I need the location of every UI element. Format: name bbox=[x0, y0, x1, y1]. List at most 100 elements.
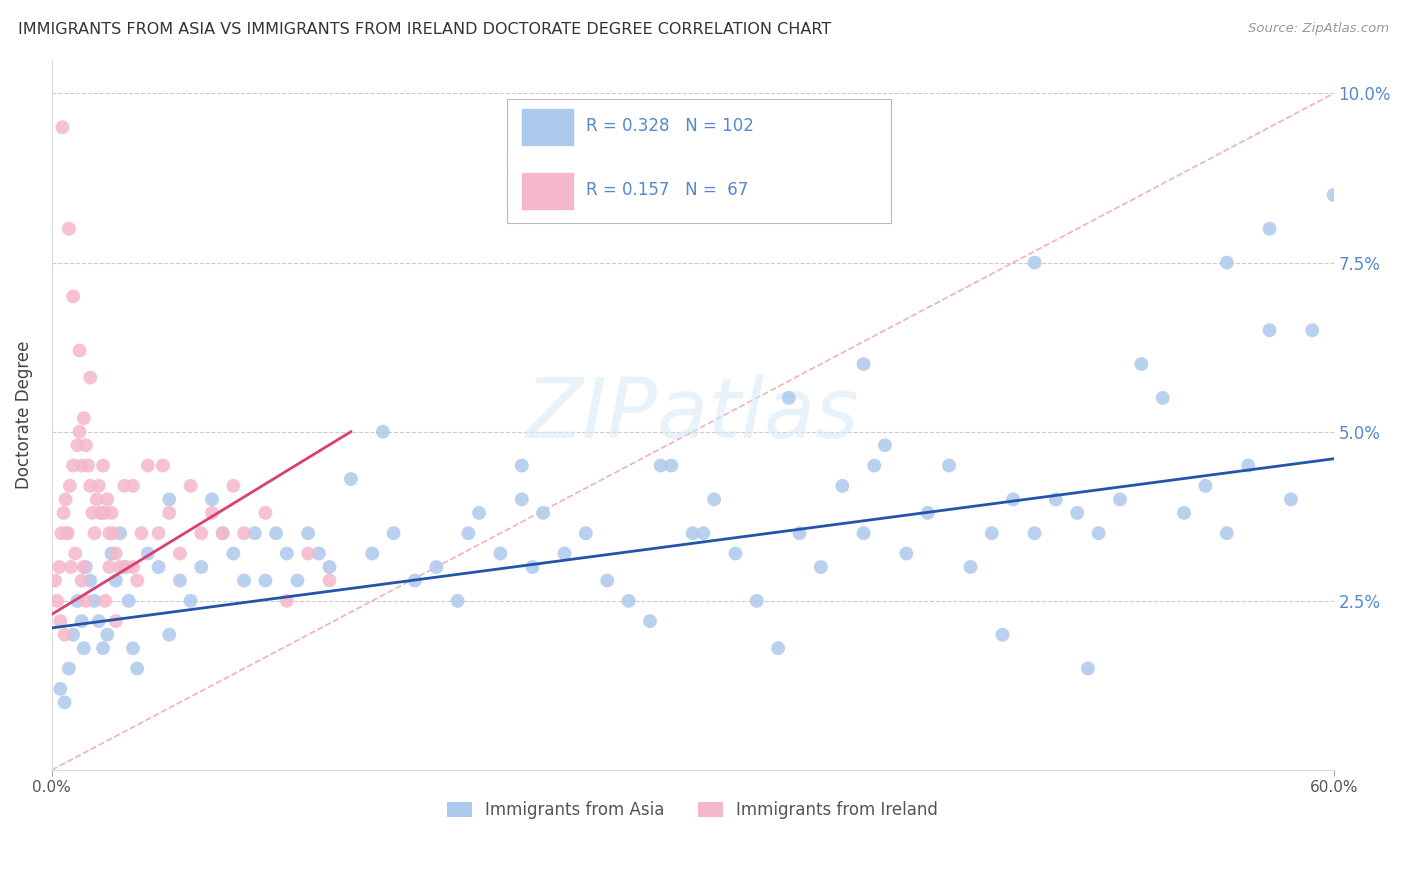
Point bbox=[66, 438, 89, 452]
Point bbox=[425, 560, 447, 574]
Point bbox=[233, 526, 256, 541]
Point bbox=[108, 526, 131, 541]
Point bbox=[136, 458, 159, 473]
Point bbox=[127, 574, 149, 588]
Point bbox=[75, 560, 97, 574]
Point bbox=[104, 574, 127, 588]
Point bbox=[318, 560, 340, 574]
Point bbox=[1152, 391, 1174, 405]
Point bbox=[118, 594, 141, 608]
Point bbox=[90, 506, 112, 520]
Point bbox=[318, 574, 340, 588]
Point bbox=[917, 506, 939, 520]
Point bbox=[596, 574, 619, 588]
Text: R = 0.328   N = 102: R = 0.328 N = 102 bbox=[586, 117, 754, 135]
Point bbox=[489, 547, 512, 561]
Point bbox=[83, 594, 105, 608]
Point bbox=[1173, 506, 1195, 520]
Point bbox=[287, 574, 309, 588]
Point bbox=[778, 391, 800, 405]
Point bbox=[201, 506, 224, 520]
Point bbox=[692, 526, 714, 541]
Text: IMMIGRANTS FROM ASIA VS IMMIGRANTS FROM IRELAND DOCTORATE DEGREE CORRELATION CHA: IMMIGRANTS FROM ASIA VS IMMIGRANTS FROM … bbox=[18, 22, 831, 37]
Point bbox=[82, 506, 104, 520]
Point bbox=[86, 492, 108, 507]
Point bbox=[73, 641, 96, 656]
Point bbox=[254, 506, 277, 520]
Point bbox=[1045, 492, 1067, 507]
Point bbox=[59, 560, 82, 574]
Point bbox=[340, 472, 363, 486]
Point bbox=[44, 574, 66, 588]
Point bbox=[112, 560, 135, 574]
Point bbox=[157, 506, 180, 520]
Point bbox=[1216, 255, 1239, 269]
Point bbox=[94, 594, 117, 608]
Point bbox=[104, 547, 127, 561]
Point bbox=[83, 526, 105, 541]
Point bbox=[1130, 357, 1153, 371]
Point bbox=[575, 526, 598, 541]
Point bbox=[264, 526, 287, 541]
Point bbox=[62, 458, 84, 473]
Point bbox=[104, 614, 127, 628]
Point bbox=[1237, 458, 1260, 473]
Point bbox=[531, 506, 554, 520]
Point bbox=[766, 641, 789, 656]
Point bbox=[152, 458, 174, 473]
Point bbox=[69, 425, 91, 439]
Point bbox=[1194, 479, 1216, 493]
Point bbox=[75, 438, 97, 452]
Point bbox=[896, 547, 918, 561]
Point bbox=[180, 479, 202, 493]
Point bbox=[1301, 323, 1323, 337]
Point bbox=[49, 681, 72, 696]
Point bbox=[1258, 323, 1281, 337]
Point bbox=[70, 458, 93, 473]
Point bbox=[852, 526, 875, 541]
Point bbox=[1087, 526, 1109, 541]
Point bbox=[724, 547, 747, 561]
Point bbox=[1279, 492, 1302, 507]
Point bbox=[56, 526, 79, 541]
Point bbox=[789, 526, 811, 541]
Point bbox=[122, 641, 145, 656]
Point bbox=[103, 526, 125, 541]
Point bbox=[180, 594, 202, 608]
Point bbox=[745, 594, 768, 608]
Point bbox=[100, 547, 122, 561]
Point bbox=[1024, 526, 1046, 541]
Point bbox=[873, 438, 896, 452]
Point bbox=[371, 425, 394, 439]
Point bbox=[233, 574, 256, 588]
Point bbox=[122, 479, 145, 493]
Point bbox=[457, 526, 479, 541]
Point bbox=[522, 560, 544, 574]
Point bbox=[211, 526, 233, 541]
Point bbox=[90, 506, 112, 520]
Point bbox=[211, 526, 233, 541]
Point bbox=[959, 560, 981, 574]
Point bbox=[48, 560, 70, 574]
Point bbox=[96, 628, 118, 642]
Point bbox=[79, 574, 101, 588]
Point bbox=[382, 526, 405, 541]
Legend: Immigrants from Asia, Immigrants from Ireland: Immigrants from Asia, Immigrants from Ir… bbox=[440, 794, 945, 826]
Point bbox=[938, 458, 960, 473]
Point bbox=[852, 357, 875, 371]
Point bbox=[115, 560, 138, 574]
Point bbox=[55, 492, 77, 507]
Point bbox=[66, 594, 89, 608]
Point bbox=[51, 526, 73, 541]
Point bbox=[87, 614, 110, 628]
Point bbox=[96, 492, 118, 507]
Point bbox=[65, 547, 87, 561]
Point bbox=[70, 614, 93, 628]
Text: R = 0.157   N =  67: R = 0.157 N = 67 bbox=[586, 180, 748, 199]
Point bbox=[75, 594, 97, 608]
Point bbox=[276, 547, 298, 561]
Point bbox=[190, 526, 212, 541]
Point bbox=[297, 547, 319, 561]
Point bbox=[157, 492, 180, 507]
Point bbox=[447, 594, 470, 608]
